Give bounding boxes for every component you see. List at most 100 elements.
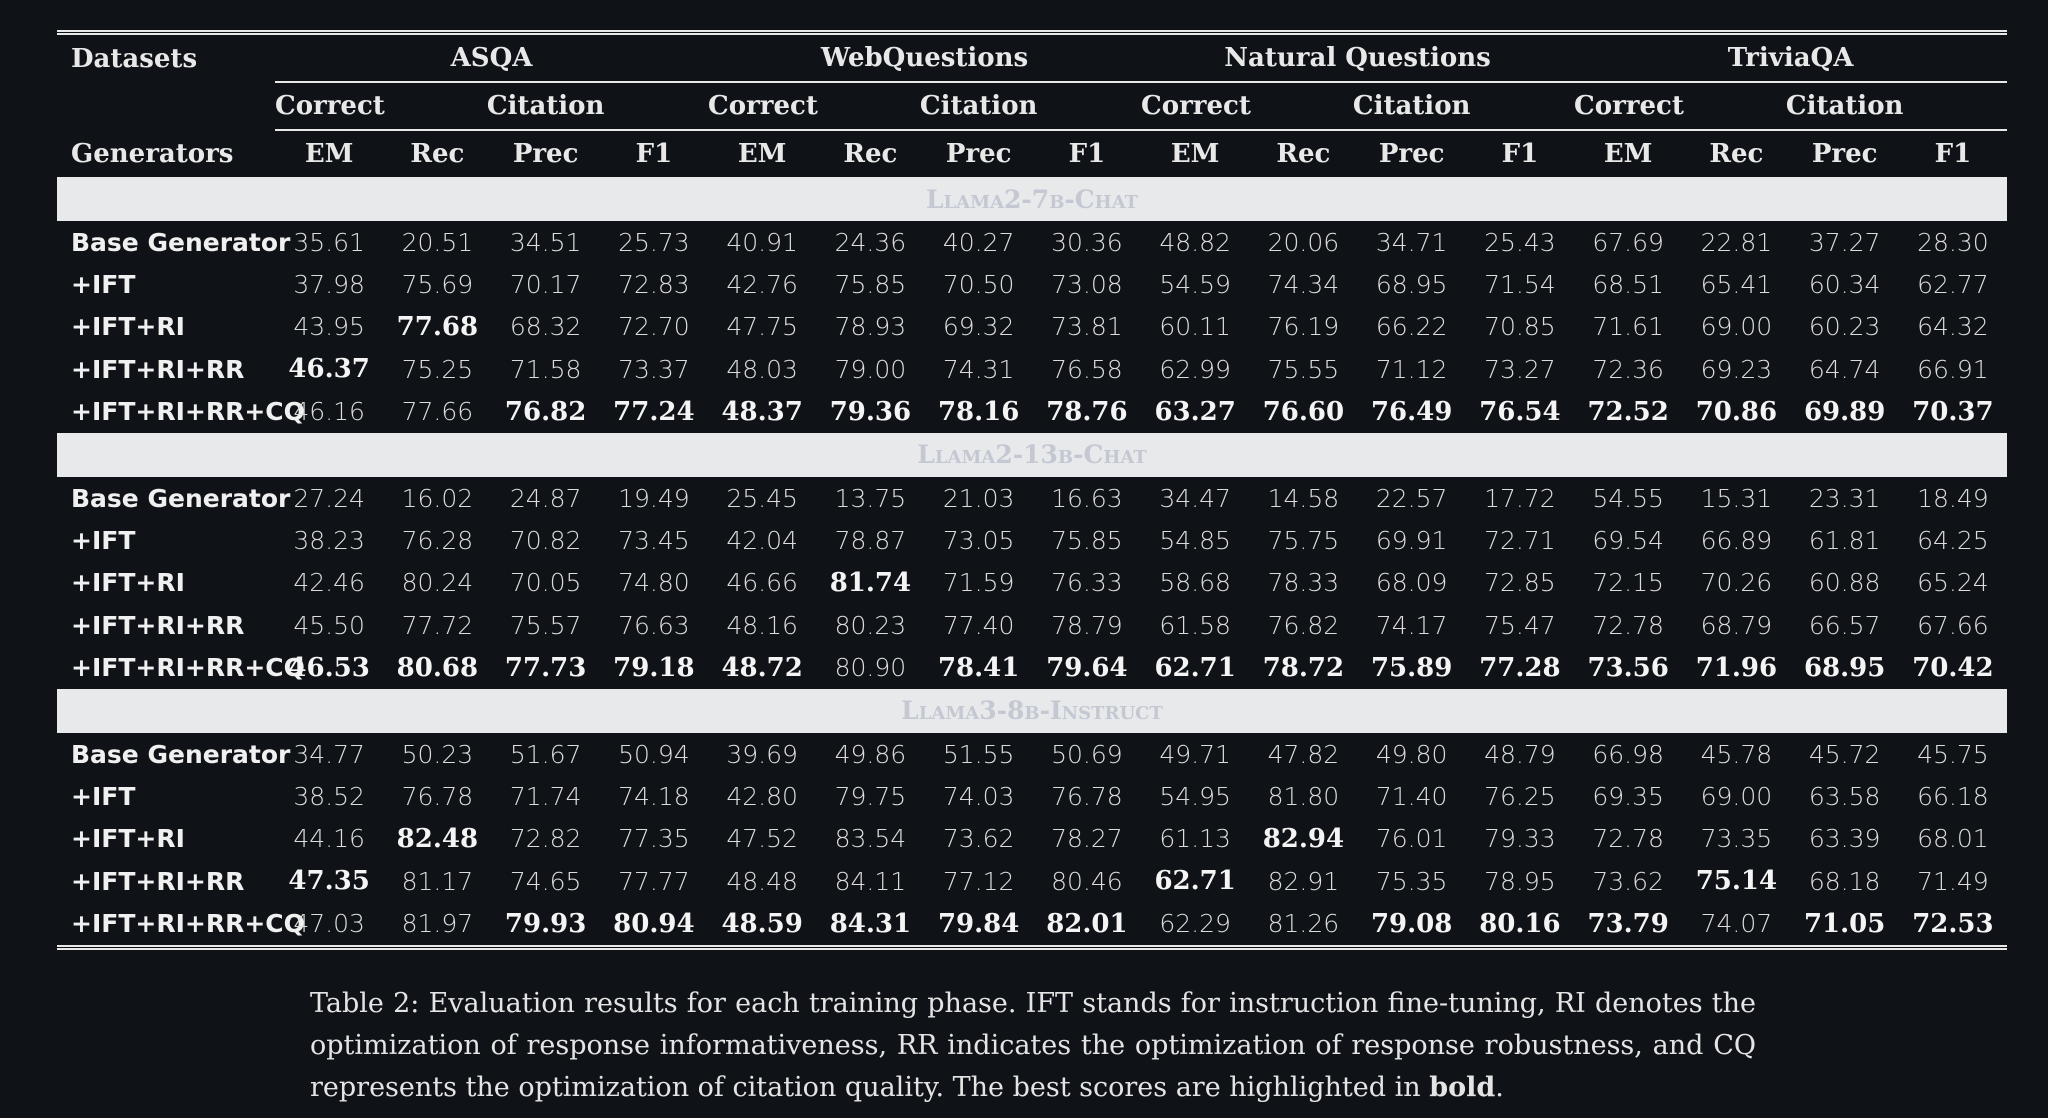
score: 75.89 [1370,652,1453,683]
score: 72.78 [1592,824,1664,854]
score: 78.87 [834,526,907,556]
score: 82.94 [1262,823,1345,854]
score: 62.71 [1154,866,1236,897]
score: 72.36 [1592,354,1664,384]
score: 75.85 [1051,526,1123,556]
row-label: Base Generator [71,483,291,513]
score: 37.27 [1808,227,1881,257]
row-label: Base Generator [71,739,291,769]
score: 73.27 [1484,354,1556,384]
score: 61.81 [1808,526,1881,556]
score: 16.63 [1051,483,1123,513]
score: 70.50 [942,270,1015,300]
score: 74.03 [942,781,1015,811]
score: 70.42 [1912,652,1994,683]
score: 60.11 [1159,312,1231,342]
score: 79.84 [924,902,1033,950]
score: 45.78 [1700,739,1773,769]
score: 72.15 [1592,568,1664,598]
score: 66.89 [1700,526,1773,556]
metric-header: EM [737,139,787,169]
score: 74.65 [509,866,582,896]
score: 71.58 [509,354,582,384]
metric-header: F1 [1501,139,1539,169]
score: 49.86 [834,739,907,769]
score: 62.77 [1917,270,1989,300]
score: 78.95 [1484,866,1556,896]
score: 73.08 [1051,270,1123,300]
dataset-header: WebQuestions [708,30,1142,83]
score: 66.18 [1917,781,1989,811]
row-label: +IFT+RI+RR [71,610,245,640]
score: 72.83 [618,270,690,300]
score: 76.28 [401,526,474,556]
score: 63.58 [1808,781,1881,811]
table-row: Correct Citation Correct Citation Correct Cit… [57,82,2008,131]
score: 34.77 [293,739,365,769]
row-label: +IFT+RI+RR+CQ [57,902,305,950]
score: 47.75 [726,312,798,342]
score: 70.37 [1912,396,1994,427]
score: 68.18 [1808,866,1881,896]
score: 75.57 [509,610,582,640]
score: 68.01 [1917,824,1989,854]
score: 78.27 [1051,824,1123,854]
table-row: +IFT+RI+RR+CQ 46.53 80.68 77.73 79.18 48.72 80… [57,647,2007,689]
subheader: Correct [1574,82,1684,131]
score: 24.36 [834,227,907,257]
score: 58.68 [1159,568,1231,598]
score: 34.71 [1375,227,1448,257]
row-label: +IFT+RI+RR [71,354,245,384]
caption-text: Evaluation results for each training pha… [310,988,1757,1103]
score: 72.82 [509,824,582,854]
score: 79.64 [1046,652,1128,683]
score: 62.71 [1154,652,1236,683]
score: 66.57 [1808,610,1881,640]
score: 60.34 [1808,270,1881,300]
score: 78.76 [1046,396,1128,427]
score: 23.31 [1808,483,1881,513]
score: 76.78 [401,781,474,811]
score: 63.27 [1154,396,1236,427]
score: 46.37 [288,354,370,385]
score: 68.95 [1803,652,1886,683]
score: 80.90 [834,653,907,683]
score: 40.91 [726,227,798,257]
score: 79.75 [834,781,907,811]
score: 78.72 [1262,652,1345,683]
score: 70.85 [1484,312,1556,342]
score: 81.97 [383,902,492,950]
score: 54.85 [1159,526,1231,556]
score: 61.13 [1159,824,1231,854]
score: 76.01 [1375,824,1448,854]
table-row: +IFT+RI 42.46 80.24 70.05 74.80 46.66 81.74 71.… [57,562,2007,604]
score: 78.93 [834,312,907,342]
score: 71.74 [509,781,582,811]
metric-header: EM [304,139,354,169]
table-row: +IFT+RI+RR 46.37 75.25 71.58 73.37 48.03 79.00… [57,348,2007,390]
score: 69.35 [1592,781,1664,811]
score: 48.48 [726,866,798,896]
score: 77.24 [613,396,695,427]
score: 21.03 [942,483,1015,513]
score: 79.36 [829,396,912,427]
score: 79.18 [613,652,695,683]
score: 38.52 [293,781,365,811]
score: 76.82 [504,396,587,427]
metric-header: Rec [410,139,465,169]
caption: Table 2: Evaluation results for each tra… [310,983,1756,1109]
score: 50.94 [618,739,690,769]
row-label: +IFT [71,270,136,300]
score: 76.33 [1051,568,1123,598]
score: 69.89 [1803,396,1886,427]
results-table: Datasets ASQA WebQuestions Natural Question… [57,30,2008,950]
score: 73.37 [618,354,690,384]
score: 77.28 [1479,652,1561,683]
score: 44.16 [293,824,365,854]
score: 48.82 [1159,227,1231,257]
score: 80.46 [1051,866,1123,896]
score: 42.04 [726,526,798,556]
score: 48.72 [721,652,803,683]
score: 77.68 [396,311,479,342]
score: 76.63 [618,610,690,640]
